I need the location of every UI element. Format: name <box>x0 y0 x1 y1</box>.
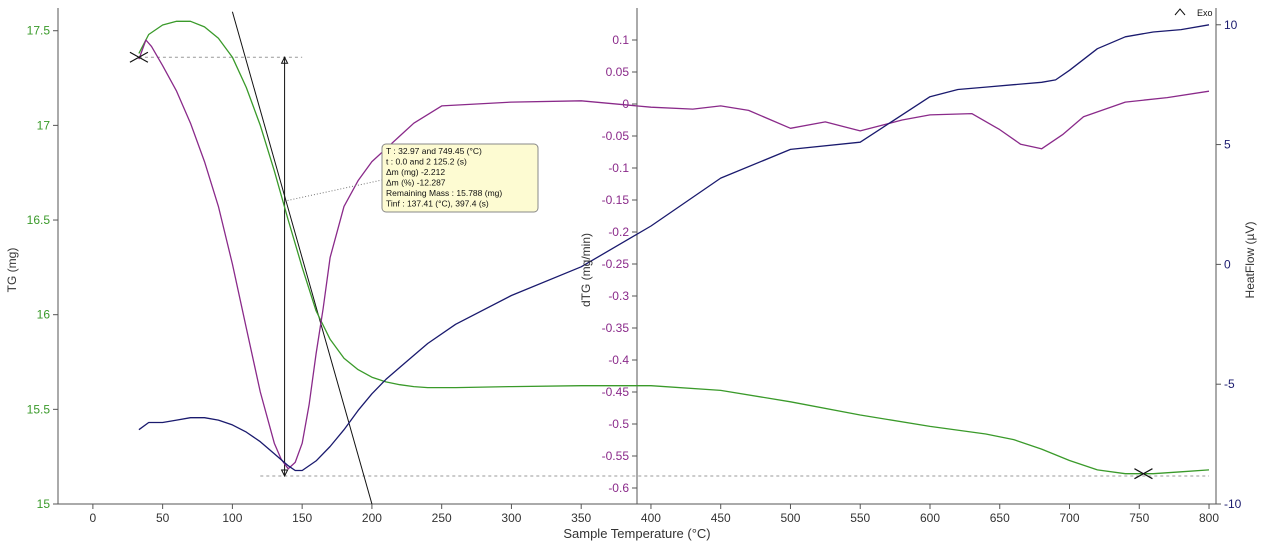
tg-tick-label: 17 <box>37 118 51 132</box>
dtg-tick-label: 0.05 <box>606 65 630 79</box>
dtg-tick-label: -0.1 <box>608 161 629 175</box>
tangent-line <box>231 11 373 505</box>
dtg-tick-label: -0.2 <box>608 225 629 239</box>
dtg-tick-label: -0.35 <box>602 321 630 335</box>
tg-tick-label: 17.5 <box>27 24 51 38</box>
dtg-tick-label: -0.5 <box>608 417 629 431</box>
x-tick-label: 350 <box>571 511 591 525</box>
tg-tick-label: 16.5 <box>27 213 51 227</box>
x-tick-label: 750 <box>1129 511 1149 525</box>
annotation-line: Tinf : 137.41 (°C), 397.4 (s) <box>386 199 489 209</box>
x-tick-label: 50 <box>156 511 170 525</box>
annotation-line: t : 0.0 and 2 125.2 (s) <box>386 157 467 167</box>
dtg-tick-label: 0.1 <box>612 33 629 47</box>
tg-tick-label: 15.5 <box>27 402 51 416</box>
annotation-leader <box>284 179 383 202</box>
x-tick-label: 600 <box>920 511 940 525</box>
exo-legend-icon <box>1174 8 1186 16</box>
tg-series-line <box>138 20 1210 475</box>
x-marker <box>129 51 149 63</box>
x-tick-label: 550 <box>850 511 870 525</box>
heatflow-series-line <box>138 24 1210 472</box>
heatflow-tick-label: -10 <box>1224 497 1242 511</box>
dtg-tick-label: -0.3 <box>608 289 629 303</box>
annotation-line: T : 32.97 and 749.45 (°C) <box>386 146 482 156</box>
annotation-line: Δm (%) -12.287 <box>386 178 446 188</box>
x-tick-label: 100 <box>222 511 242 525</box>
dtg-tick-label: 0 <box>622 97 629 111</box>
x-marker <box>1134 468 1153 480</box>
tg-tick-label: 16 <box>37 308 51 322</box>
heatflow-tick-label: 5 <box>1224 138 1231 152</box>
x-tick-label: 300 <box>501 511 521 525</box>
x-tick-label: 500 <box>780 511 800 525</box>
dtg-tick-label: -0.15 <box>602 193 630 207</box>
heatflow-tick-label: 0 <box>1224 257 1231 271</box>
arrowhead-up <box>280 56 289 64</box>
x-tick-label: 700 <box>1059 511 1079 525</box>
dtg-series-line <box>138 39 1210 470</box>
dtg-tick-label: -0.25 <box>602 257 630 271</box>
tg-tick-label: 15 <box>37 497 51 511</box>
x-tick-label: 0 <box>90 511 97 525</box>
annotation-line: Δm (mg) -2.212 <box>386 167 445 177</box>
x-tick-label: 150 <box>292 511 312 525</box>
x-tick-label: 650 <box>990 511 1010 525</box>
x-tick-label: 200 <box>362 511 382 525</box>
dtg-tick-label: -0.45 <box>602 385 630 399</box>
annotation-box <box>381 143 539 213</box>
x-tick-label: 450 <box>711 511 731 525</box>
dtg-tick-label: -0.55 <box>602 449 630 463</box>
arrowhead-down <box>280 469 289 478</box>
dtg-tick-label: -0.4 <box>608 353 629 367</box>
heatflow-tick-label: 10 <box>1224 18 1238 32</box>
x-tick-label: 400 <box>641 511 661 525</box>
dtg-axis-label: dTG (mg/min) <box>579 233 593 307</box>
x-tick-label: 250 <box>432 511 452 525</box>
x-axis-label: Sample Temperature (°C) <box>563 526 710 541</box>
heatflow-axis-label: HeatFlow (µV) <box>1243 222 1257 299</box>
heatflow-tick-label: -5 <box>1224 377 1235 391</box>
tg-axis-label: TG (mg) <box>5 248 19 293</box>
x-tick-label: 800 <box>1199 511 1219 525</box>
dtg-tick-label: -0.05 <box>602 129 630 143</box>
dtg-tick-label: -0.6 <box>608 481 629 495</box>
legend-label: Exo <box>1197 8 1213 18</box>
annotation-line: Remaining Mass : 15.788 (mg) <box>386 188 502 198</box>
